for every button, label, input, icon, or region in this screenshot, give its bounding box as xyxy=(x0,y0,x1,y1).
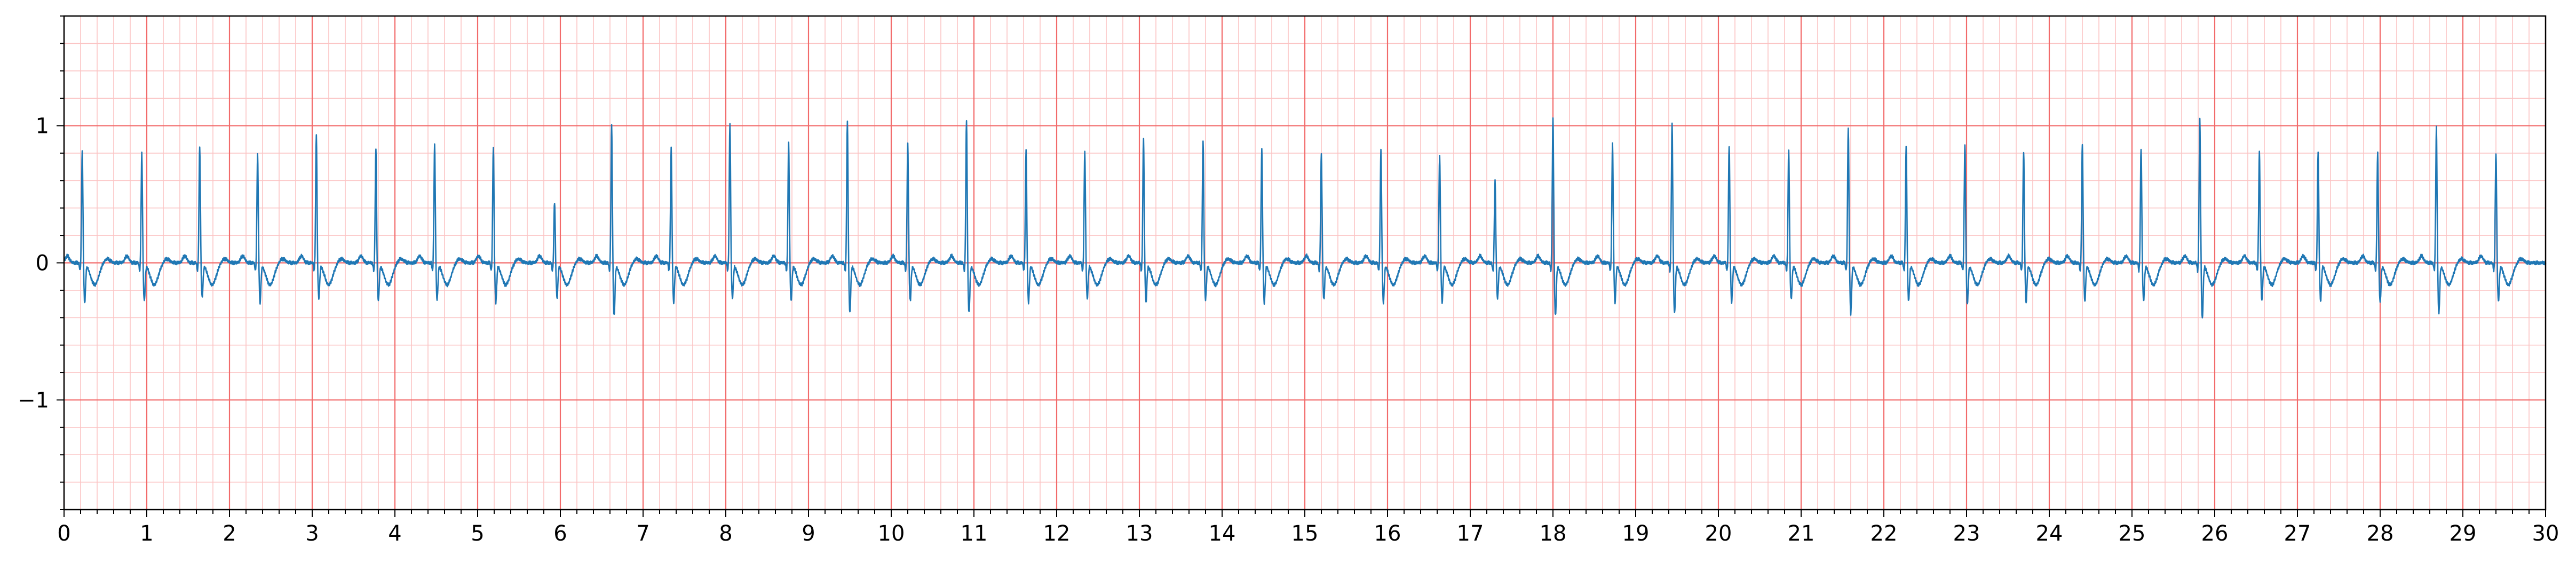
ecg-trace-line xyxy=(63,117,2547,319)
x-tick-label: 9 xyxy=(802,521,815,546)
x-tick-label: 14 xyxy=(1209,521,1236,546)
x-tick-label: 28 xyxy=(2367,521,2394,546)
y-tick-label: −1 xyxy=(18,388,49,413)
x-tick-label: 26 xyxy=(2201,521,2229,546)
x-tick-label: 8 xyxy=(719,521,732,546)
x-tick-label: 25 xyxy=(2119,521,2146,546)
x-tick-label: 21 xyxy=(1788,521,1815,546)
x-tick-label: 12 xyxy=(1043,521,1071,546)
y-tick-label: 1 xyxy=(36,114,49,139)
x-tick-label: 27 xyxy=(2284,521,2311,546)
x-tick-label: 0 xyxy=(57,521,70,546)
x-tick-label: 1 xyxy=(140,521,153,546)
x-tick-label: 7 xyxy=(636,521,649,546)
x-tick-label: 15 xyxy=(1291,521,1319,546)
x-tick-label: 19 xyxy=(1622,521,1650,546)
x-axis: 0 1 2 3 4 5 6 7 8 9 10 11 12 13 14 15 16 17 18 19 20 21 22 23 24… xyxy=(57,510,2559,546)
x-tick-label: 29 xyxy=(2450,521,2477,546)
y-tick-label: 0 xyxy=(36,251,49,276)
x-tick-label: 5 xyxy=(471,521,484,546)
x-tick-label: 13 xyxy=(1126,521,1153,546)
x-tick-label: 20 xyxy=(1705,521,1732,546)
x-tick-label: 24 xyxy=(2036,521,2063,546)
x-tick-label: 18 xyxy=(1540,521,1567,546)
x-tick-label: 16 xyxy=(1374,521,1401,546)
x-tick-label: 4 xyxy=(388,521,401,546)
x-tick-label: 23 xyxy=(1953,521,1980,546)
x-tick-label: 30 xyxy=(2532,521,2559,546)
x-tick-label: 3 xyxy=(305,521,319,546)
x-tick-label: 6 xyxy=(553,521,567,546)
x-tick-label: 17 xyxy=(1457,521,1484,546)
x-tick-label: 2 xyxy=(223,521,236,546)
x-tick-label: 22 xyxy=(1870,521,1898,546)
x-tick-label: 10 xyxy=(878,521,905,546)
x-tick-label: 11 xyxy=(961,521,988,546)
y-axis: −1 0 1 xyxy=(18,15,64,510)
